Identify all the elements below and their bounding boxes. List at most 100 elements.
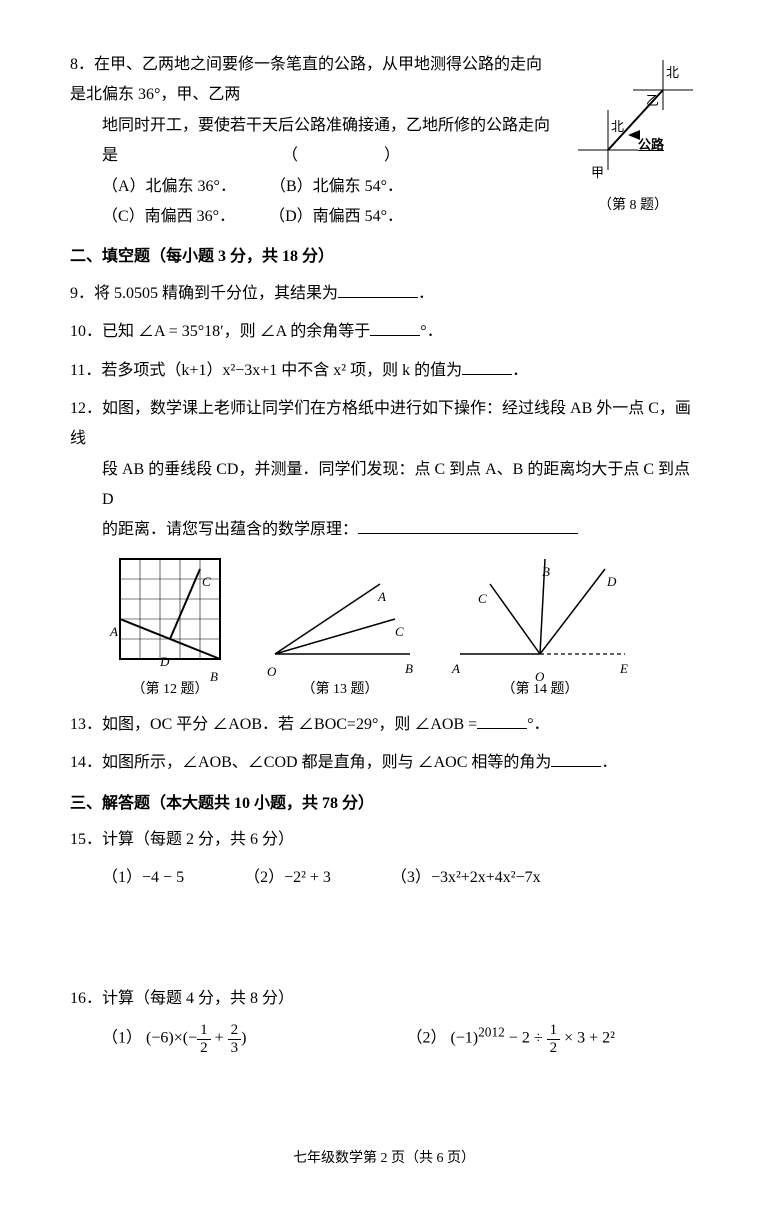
q13-t2: °． [527, 716, 549, 733]
q15-p3n: （3） [391, 869, 431, 886]
fig13-A: A [378, 585, 386, 610]
q16-p2n: （2） [406, 1030, 446, 1047]
page-footer: 七年级数学第 2 页（共 6 页） [70, 1146, 698, 1173]
fig12-A: A [110, 620, 118, 645]
q14-t2: ． [601, 754, 617, 771]
q15-p3: −3x²+2x+4x²−7x [431, 869, 541, 886]
q9-blank [338, 281, 418, 298]
q11-t1: 若多项式（k+1）x²−3x+1 中不含 x² 项，则 k 的值为 [101, 362, 462, 379]
q8-num: 8． [70, 56, 94, 73]
q16-e2sup: 2012 [478, 1025, 505, 1040]
fig8-north1: 北 [666, 61, 679, 86]
fig14-O: O [535, 665, 544, 690]
q8-text1: 在甲、乙两地之间要修一条笔直的公路，从甲地测得公路的走向是北偏东 36°，甲、乙… [70, 56, 542, 103]
fig13-svg [260, 574, 420, 664]
q15-p1n: （1） [102, 869, 142, 886]
q16-e1b: + [211, 1030, 228, 1047]
question-9: 9．将 5.0505 精确到千分位，其结果为 ． [70, 279, 698, 309]
q16-frac3: 12 [547, 1022, 561, 1056]
q16-head: 计算（每题 4 分，共 8 分） [102, 990, 294, 1007]
q14-t1: 如图所示，∠AOB、∠COD 都是直角，则与 ∠AOC 相等的角为 [102, 754, 551, 771]
q16-f2d: 3 [228, 1040, 242, 1057]
q16-e2b: − 2 ÷ [505, 1030, 547, 1047]
q8-optA: （A）北偏东 36°． [102, 172, 236, 202]
q16-frac1: 12 [197, 1022, 211, 1056]
fig13-C: C [395, 620, 404, 645]
fig13-caption: （第 13 题） [260, 677, 420, 704]
q12-blank [358, 517, 578, 534]
q15-num: 15． [70, 831, 102, 848]
q14-num: 14． [70, 754, 102, 771]
fig14-svg [450, 554, 630, 664]
q15-p2n: （2） [244, 869, 284, 886]
q16-f1n: 1 [197, 1022, 211, 1040]
q13-blank [477, 712, 527, 729]
q16-f2n: 2 [228, 1022, 242, 1040]
q15-p2: −2² + 3 [284, 869, 331, 886]
q9-num: 9． [70, 285, 94, 302]
fig8-jia: 甲 [591, 161, 604, 186]
q11-num: 11． [70, 362, 101, 379]
q16-part1: （1） (−6)×(−12 + 23) [102, 1022, 246, 1056]
q16-e2a: (−1) [450, 1030, 478, 1047]
q9-t2: ． [418, 285, 434, 302]
fig8-yi: 乙 [646, 89, 659, 114]
question-15: 15．计算（每题 2 分，共 6 分） [70, 825, 698, 855]
fig13: O B A C （第 13 题） [260, 574, 420, 704]
fig14-E: E [620, 657, 628, 682]
q16-e2c: × 3 + 2² [560, 1030, 615, 1047]
q8-optD: （D）南偏西 54°． [269, 202, 403, 232]
q12-num: 12． [70, 400, 102, 417]
q11-blank [462, 358, 512, 375]
question-10: 10．已知 ∠A = 35°18′，则 ∠A 的余角等于°． [70, 317, 698, 347]
fig14-D: D [607, 570, 616, 595]
fig13-B: B [405, 657, 413, 682]
q16-f1d: 2 [197, 1040, 211, 1057]
q15-parts: （1）−4 − 5 （2）−2² + 3 （3）−3x²+2x+4x²−7x [70, 863, 698, 893]
question-11: 11．若多项式（k+1）x²−3x+1 中不含 x² 项，则 k 的值为 ． [70, 356, 698, 386]
q8-optC: （C）南偏西 36°． [102, 202, 235, 232]
question-14: 14．如图所示，∠AOB、∠COD 都是直角，则与 ∠AOC 相等的角为 ． [70, 748, 698, 778]
q15-head: 计算（每题 2 分，共 6 分） [102, 831, 294, 848]
q10-blank [370, 319, 420, 336]
q12-t1: 如图，数学课上老师让同学们在方格纸中进行如下操作：经过线段 AB 外一点 C，画… [70, 400, 691, 447]
q16-parts: （1） (−6)×(−12 + 23) （2） (−1)2012 − 2 ÷ 1… [70, 1022, 698, 1056]
q16-e1c: ) [241, 1030, 246, 1047]
fig12-D: D [160, 650, 169, 675]
q11-t2: ． [512, 362, 528, 379]
fig14-B: B [542, 560, 550, 585]
section-2-title: 二、填空题（每小题 3 分，共 18 分） [70, 242, 698, 272]
fig14: O A B C D E （第 14 题） [450, 554, 630, 704]
q15-part2: （2）−2² + 3 [244, 863, 331, 893]
q16-frac2: 23 [228, 1022, 242, 1056]
q9-t1: 将 5.0505 精确到千分位，其结果为 [94, 285, 338, 302]
section-3-title: 三、解答题（本大题共 10 小题，共 78 分） [70, 789, 698, 819]
fig14-A: A [452, 657, 460, 682]
q15-part1: （1）−4 − 5 [102, 863, 184, 893]
fig12: A B C D （第 12 题） [110, 554, 230, 704]
q10-t1: 已知 ∠A = 35°18′，则 ∠A 的余角等于 [102, 323, 370, 340]
fig8-caption: （第 8 题） [568, 193, 698, 220]
q13-t1: 如图，OC 平分 ∠AOB．若 ∠BOC=29°，则 ∠AOB = [102, 716, 477, 733]
fig12-C: C [202, 570, 211, 595]
fig8-container: 北 乙 北 公路 甲 （第 8 题） [568, 50, 698, 220]
q8-optB: （B）北偏东 54°． [270, 172, 403, 202]
fig13-O: O [267, 660, 276, 685]
q15-p1: −4 − 5 [142, 869, 184, 886]
fig12-B: B [210, 665, 218, 690]
question-12: 12．如图，数学课上老师让同学们在方格纸中进行如下操作：经过线段 AB 外一点 … [70, 394, 698, 546]
q16-f3d: 2 [547, 1040, 561, 1057]
q10-num: 10． [70, 323, 102, 340]
q16-f3n: 1 [547, 1022, 561, 1040]
figures-row: A B C D （第 12 题） O B A C （第 13 题） [110, 554, 698, 704]
question-16: 16．计算（每题 4 分，共 8 分） [70, 984, 698, 1014]
q12-t3: 的距离．请您写出蕴含的数学原理： [102, 521, 358, 538]
fig14-C: C [478, 587, 487, 612]
q16-num: 16． [70, 990, 102, 1007]
q14-blank [551, 750, 601, 767]
q16-p1n: （1） [102, 1030, 142, 1047]
q16-part2: （2） (−1)2012 − 2 ÷ 12 × 3 + 2² [406, 1022, 615, 1056]
fig12-svg [110, 554, 230, 664]
fig8-north2: 北 [611, 115, 624, 140]
q12-t2: 段 AB 的垂线段 CD，并测量．同学们发现：点 C 到点 A、B 的距离均大于… [102, 461, 690, 508]
